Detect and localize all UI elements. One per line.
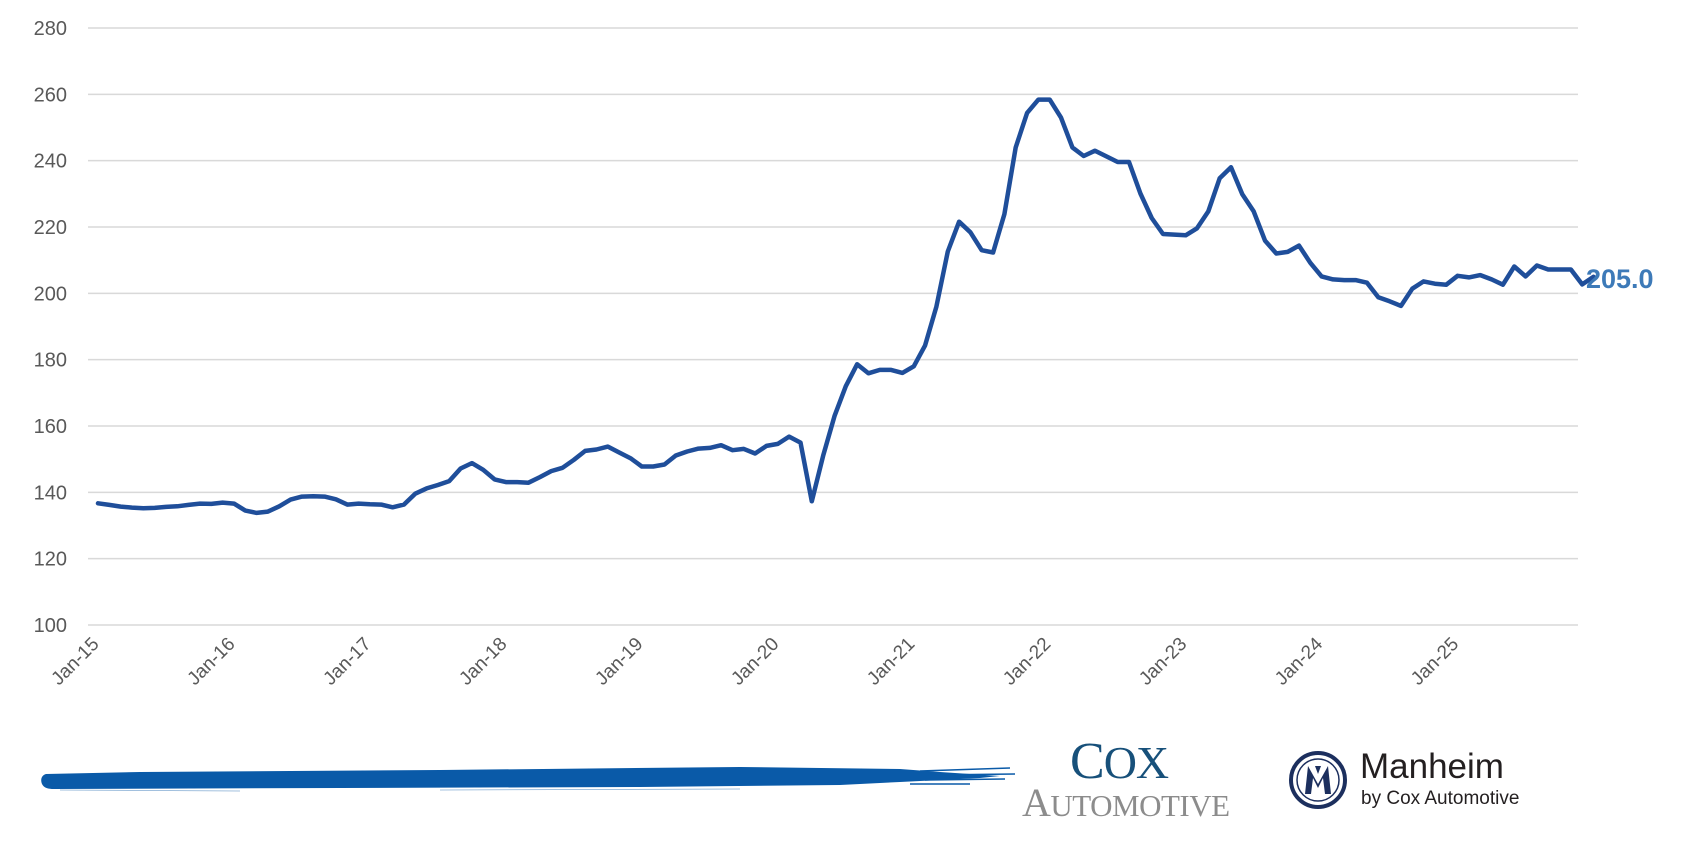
y-tick-label: 220: [34, 217, 67, 239]
cox-logo-word: COX: [1070, 733, 1169, 790]
y-tick-label: 140: [34, 482, 67, 504]
y-tick-label: 180: [34, 350, 67, 372]
y-tick-label: 240: [34, 151, 67, 173]
y-tick-label: 160: [34, 416, 67, 438]
manheim-title: Manheim: [1360, 747, 1504, 786]
y-tick-label: 280: [34, 18, 67, 40]
y-tick-label: 120: [34, 549, 67, 571]
latest-value-label: 205.0: [1586, 264, 1654, 294]
x-tick-label: Jan-17: [320, 634, 376, 690]
x-tick-label: Jan-23: [1135, 634, 1191, 690]
cox-automotive-logo: COX AUTOMOTIVE: [1022, 736, 1262, 826]
x-tick-label: Jan-21: [863, 634, 919, 690]
x-tick-label: Jan-20: [727, 634, 783, 690]
y-tick-label: 260: [34, 84, 67, 106]
x-tick-label: Jan-24: [1271, 633, 1327, 689]
brush-stroke-decoration: [41, 767, 1016, 792]
y-tick-label: 100: [34, 615, 67, 637]
x-tick-label: Jan-22: [999, 634, 1055, 690]
x-tick-label: Jan-15: [48, 634, 104, 690]
x-tick-label: Jan-18: [455, 634, 511, 690]
automotive-logo-word: AUTOMOTIVE: [1022, 780, 1230, 825]
x-tick-label: Jan-25: [1407, 634, 1463, 690]
y-axis-tick-labels: 100 120 140 160 180 200 220 240 260 280: [34, 18, 67, 637]
x-tick-label: Jan-19: [591, 634, 647, 690]
manheim-subtitle: by Cox Automotive: [1361, 788, 1520, 809]
gridlines: [88, 27, 1578, 626]
index-line-series: [95, 97, 1596, 516]
y-tick-label: 200: [34, 283, 67, 305]
x-tick-label: Jan-16: [184, 634, 240, 690]
x-axis-tick-labels: Jan-15 Jan-16 Jan-17 Jan-18 Jan-19 Jan-20 Jan-…: [48, 633, 1464, 689]
manheim-emblem-icon: [1289, 751, 1347, 809]
manheim-logo: Manheim by Cox Automotive: [1288, 748, 1588, 818]
